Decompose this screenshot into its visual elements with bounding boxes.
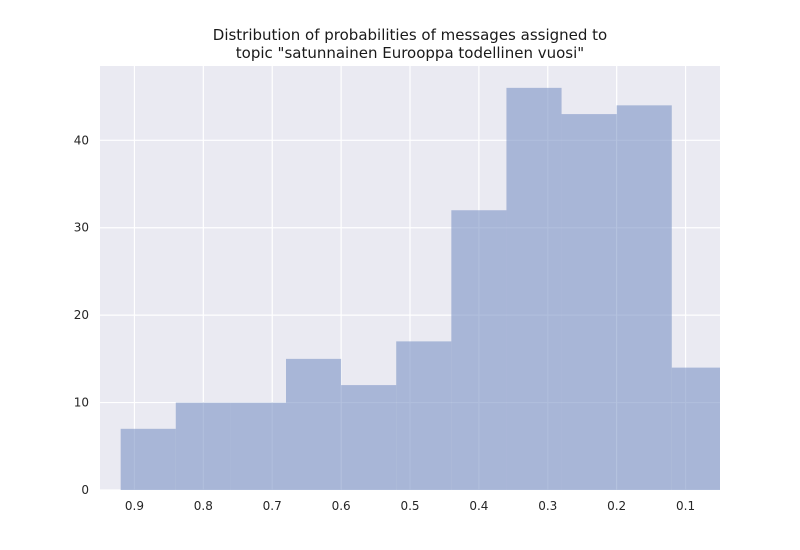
chart-title-line-2: topic "satunnainen Eurooppa todellinen v… — [236, 44, 584, 62]
y-tick-label-2: 20 — [74, 308, 89, 322]
x-tick-label-6: 0.3 — [538, 499, 557, 513]
x-tick-label-5: 0.4 — [469, 499, 488, 513]
y-axis-ticks: 0 10 20 30 40 — [74, 133, 89, 497]
histogram-bar-10 — [671, 367, 720, 490]
y-tick-label-3: 30 — [74, 221, 89, 235]
histogram-bar-4 — [341, 385, 397, 490]
histogram-bar-7 — [506, 87, 562, 491]
histogram-bar-6 — [451, 210, 507, 490]
x-tick-label-4: 0.5 — [400, 499, 419, 513]
y-tick-label-1: 10 — [74, 396, 89, 410]
histogram-bar-5 — [396, 341, 452, 490]
y-tick-label-0: 0 — [81, 483, 89, 497]
x-tick-label-3: 0.6 — [332, 499, 351, 513]
y-tick-label-4: 40 — [74, 133, 89, 147]
histogram-bars — [120, 87, 720, 491]
x-tick-label-8: 0.1 — [676, 499, 695, 513]
histogram-bar-0 — [120, 428, 176, 490]
chart-title-line-1: Distribution of probabilities of message… — [213, 26, 607, 44]
histogram-bar-9 — [616, 105, 672, 490]
histogram-bar-8 — [561, 114, 617, 491]
x-tick-label-2: 0.7 — [263, 499, 282, 513]
x-axis-ticks: 0.9 0.8 0.7 0.6 0.5 0.4 0.3 0.2 0.1 — [125, 499, 695, 513]
x-tick-label-7: 0.2 — [607, 499, 626, 513]
histogram-bar-2 — [230, 402, 286, 490]
histogram-bar-3 — [286, 358, 342, 490]
x-tick-label-0: 0.9 — [125, 499, 144, 513]
x-tick-label-1: 0.8 — [194, 499, 213, 513]
histogram-bar-1 — [175, 402, 231, 490]
